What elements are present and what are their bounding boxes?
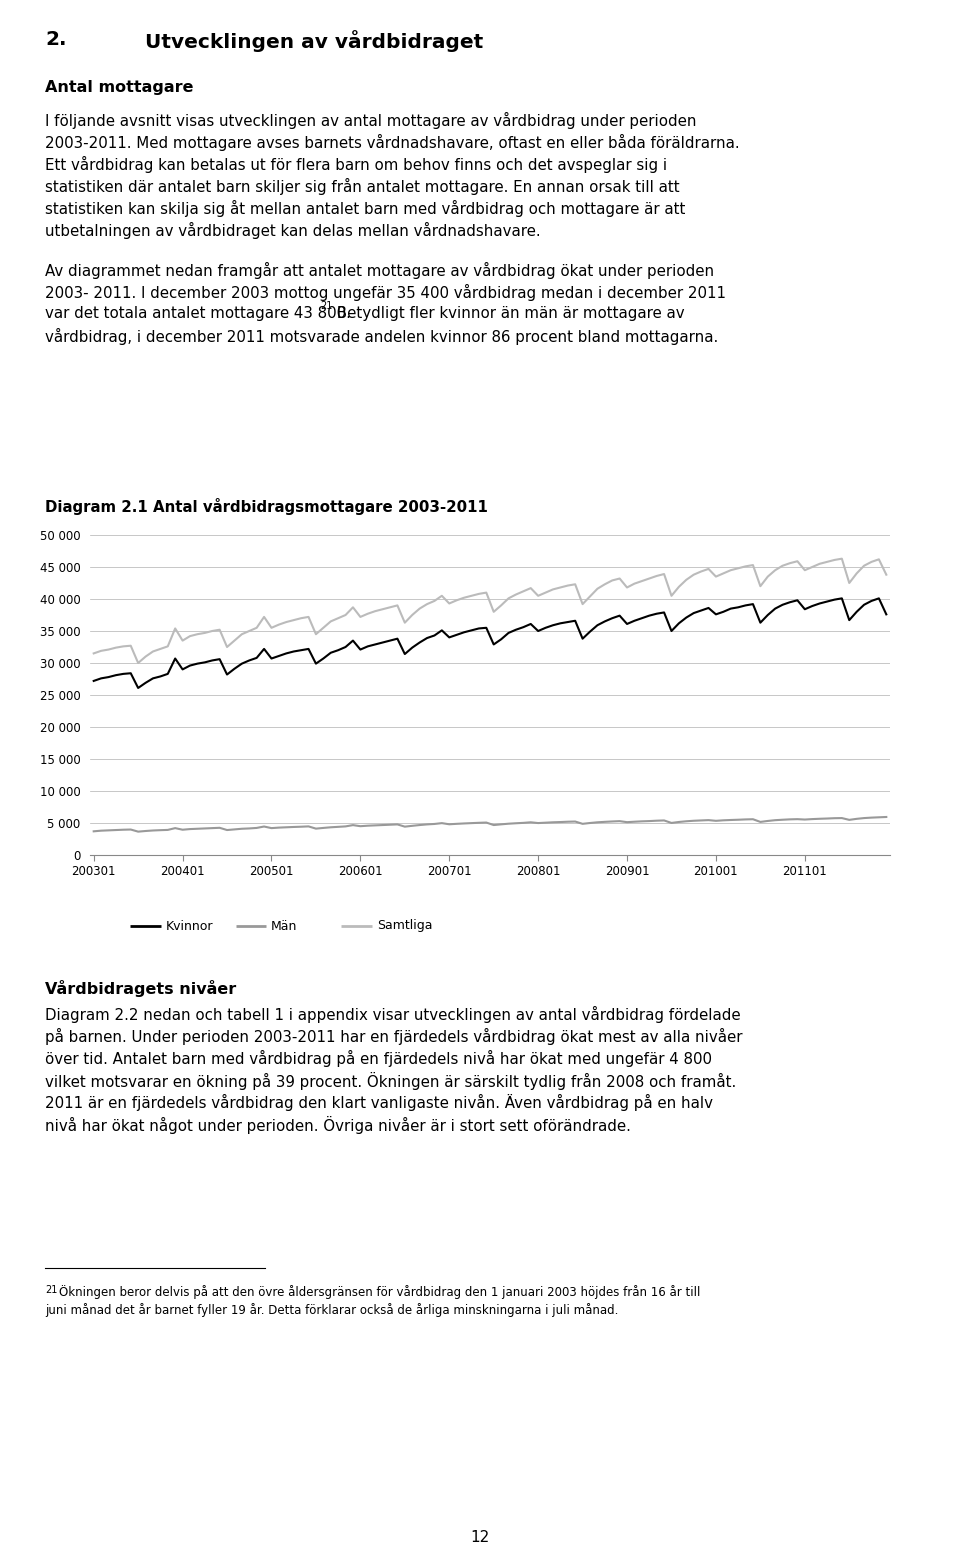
Män (777, 810, 788, 829)
Män (880, 807, 892, 826)
Kvinnor (777, 595, 788, 613)
Kvinnor (725, 599, 736, 618)
Samtliga (466, 587, 477, 606)
Text: 21: 21 (45, 1285, 58, 1296)
Kvinnor (880, 606, 892, 624)
Kvinnor (221, 665, 232, 684)
Text: 2011 är en fjärdedels vårdbidrag den klart vanligaste nivån. Även vårdbidrag på : 2011 är en fjärdedels vårdbidrag den kla… (45, 1094, 713, 1111)
Text: vilket motsvarar en ökning på 39 procent. Ökningen är särskilt tydlig från 2008 : vilket motsvarar en ökning på 39 procent… (45, 1072, 736, 1090)
Samtliga (880, 565, 892, 584)
Samtliga (132, 654, 144, 673)
Text: var det totala antalet mottagare 43 800.: var det totala antalet mottagare 43 800. (45, 306, 350, 322)
Text: Samtliga: Samtliga (376, 919, 432, 932)
Text: 2.: 2. (45, 30, 66, 48)
Kvinnor (792, 592, 804, 610)
Kvinnor (88, 671, 100, 690)
Text: statistiken kan skilja sig åt mellan antalet barn med vårdbidrag och mottagare ä: statistiken kan skilja sig åt mellan ant… (45, 200, 685, 217)
Text: Antal mottagare: Antal mottagare (45, 80, 194, 95)
Text: Män: Män (271, 919, 298, 932)
Kvinnor (177, 660, 188, 679)
Text: Diagram 2.2 nedan och tabell 1 i appendix visar utvecklingen av antal vårdbidrag: Diagram 2.2 nedan och tabell 1 i appendi… (45, 1005, 740, 1022)
Text: 2003- 2011. I december 2003 mottog ungefär 35 400 vårdbidrag medan i december 20: 2003- 2011. I december 2003 mottog ungef… (45, 284, 726, 301)
Samtliga (836, 549, 848, 568)
Line: Kvinnor: Kvinnor (94, 598, 886, 688)
Text: 21: 21 (320, 301, 332, 311)
Män (221, 821, 232, 840)
Kvinnor (836, 588, 848, 607)
Text: statistiken där antalet barn skiljer sig från antalet mottagare. En annan orsak : statistiken där antalet barn skiljer sig… (45, 178, 680, 195)
Män (874, 809, 885, 827)
Text: juni månad det år barnet fyller 19 år. Detta förklarar också de årliga minskning: juni månad det år barnet fyller 19 år. D… (45, 1303, 618, 1317)
Män (88, 823, 100, 841)
Samtliga (177, 631, 188, 649)
Samtliga (792, 553, 804, 571)
Män (466, 813, 477, 832)
Text: Vårdbidragets nivåer: Vårdbidragets nivåer (45, 980, 236, 997)
Text: på barnen. Under perioden 2003-2011 har en fjärdedels vårdbidrag ökat mest av al: på barnen. Under perioden 2003-2011 har … (45, 1029, 742, 1044)
Text: nivå har ökat något under perioden. Övriga nivåer är i stort sett oförändrade.: nivå har ökat något under perioden. Övri… (45, 1116, 631, 1133)
Kvinnor (132, 679, 144, 698)
Samtliga (88, 645, 100, 663)
Text: över tid. Antalet barn med vårdbidrag på en fjärdedels nivå har ökat med ungefär: över tid. Antalet barn med vårdbidrag på… (45, 1051, 712, 1068)
Text: utbetalningen av vårdbidraget kan delas mellan vårdnadshavare.: utbetalningen av vårdbidraget kan delas … (45, 222, 540, 239)
Samtliga (221, 637, 232, 656)
Text: Av diagrammet nedan framgår att antalet mottagare av vårdbidrag ökat under perio: Av diagrammet nedan framgår att antalet … (45, 262, 714, 279)
Text: Utvecklingen av vårdbidraget: Utvecklingen av vårdbidraget (145, 30, 483, 52)
Text: 2003-2011. Med mottagare avses barnets vårdnadshavare, oftast en eller båda förä: 2003-2011. Med mottagare avses barnets v… (45, 134, 739, 151)
Text: Diagram 2.1 Antal vårdbidragsmottagare 2003-2011: Diagram 2.1 Antal vårdbidragsmottagare 2… (45, 498, 488, 515)
Text: Kvinnor: Kvinnor (165, 919, 213, 932)
Män (132, 823, 144, 841)
Text: 12: 12 (470, 1530, 490, 1545)
Text: Ökningen beror delvis på att den övre åldersgränsen för vårdbidrag den 1 januari: Ökningen beror delvis på att den övre ål… (59, 1285, 701, 1299)
Kvinnor (466, 621, 477, 640)
Text: Betydligt fler kvinnor än män är mottagare av: Betydligt fler kvinnor än män är mottaga… (332, 306, 684, 322)
Line: Män: Män (94, 816, 886, 832)
Samtliga (777, 556, 788, 574)
Text: vårdbidrag, i december 2011 motsvarade andelen kvinnor 86 procent bland mottagar: vårdbidrag, i december 2011 motsvarade a… (45, 328, 718, 345)
Män (177, 821, 188, 840)
Samtliga (725, 560, 736, 579)
Line: Samtliga: Samtliga (94, 559, 886, 663)
Text: I följande avsnitt visas utvecklingen av antal mottagare av vårdbidrag under per: I följande avsnitt visas utvecklingen av… (45, 112, 697, 130)
Text: Ett vårdbidrag kan betalas ut för flera barn om behov finns och det avspeglar si: Ett vårdbidrag kan betalas ut för flera … (45, 156, 667, 173)
Män (725, 810, 736, 829)
